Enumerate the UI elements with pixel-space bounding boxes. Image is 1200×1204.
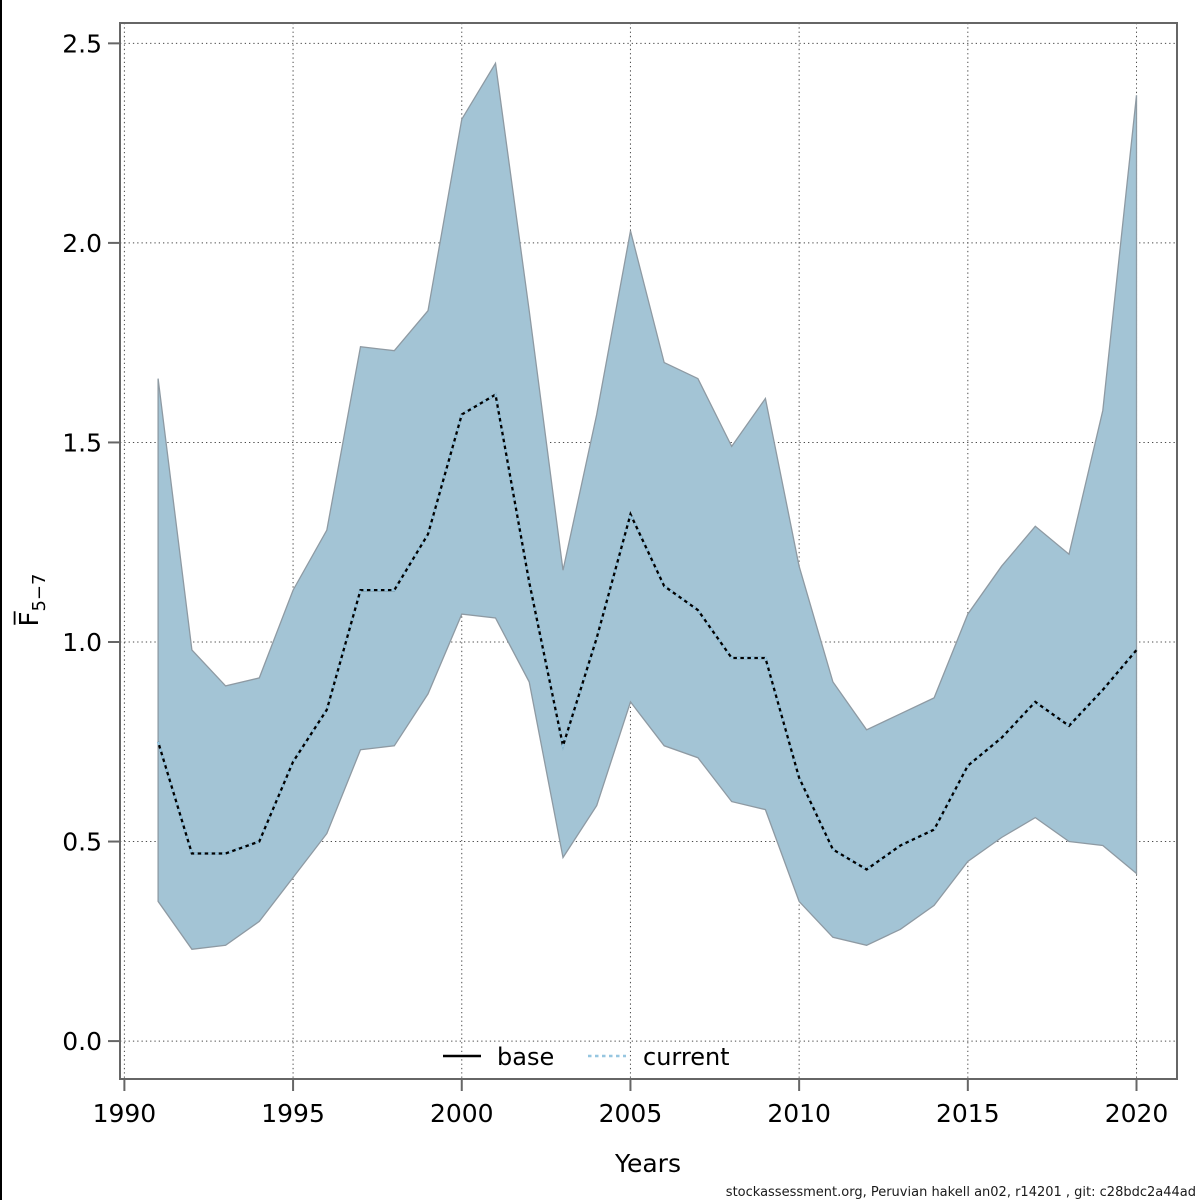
x-tick-label-2005: 2005 [599,1099,663,1128]
watermark: stockassessment.org, Peruvian hakell an0… [726,1185,1196,1200]
x-tick-label-1995: 1995 [261,1099,325,1128]
confidence-band-layer [157,61,1138,950]
y-axis-title-subscript: 5−7 [29,574,50,612]
x-tick-label-2010: 2010 [767,1099,831,1128]
x-tick-label-2000: 2000 [430,1099,494,1128]
y-tick-label-2.5: 2.5 [62,29,102,58]
confidence-band [157,61,1138,950]
y-tick-label-1.5: 1.5 [62,428,102,457]
page-left-border [0,0,2,1200]
plot-border [119,22,1178,1080]
legend-current-label: current [643,1043,730,1071]
tick-layer [108,42,1138,1091]
x-axis-title: Years [614,1149,681,1178]
x-tick-label-1990: 1990 [93,1099,157,1128]
x-tick-labels: 1990 1995 2000 2005 2010 2015 2020 [93,1099,1169,1128]
y-axis-title: F̅5−7 [13,574,50,627]
y-tick-label-0.0: 0.0 [62,1027,102,1056]
x-tick-label-2020: 2020 [1105,1099,1169,1128]
y-axis-title-main: F̅ [13,610,45,626]
legend-base-label: base [497,1043,554,1071]
x-tick-label-2015: 2015 [936,1099,1000,1128]
current-line [156,392,1138,871]
y-tick-label-0.5: 0.5 [62,828,102,857]
y-tick-label-1.0: 1.0 [62,628,102,657]
y-tick-labels: 0.0 0.5 1.0 1.5 2.0 2.5 [62,29,102,1056]
legend: base current [443,1043,730,1071]
series-line-layer [156,392,1138,871]
y-tick-label-2.0: 2.0 [62,229,102,258]
